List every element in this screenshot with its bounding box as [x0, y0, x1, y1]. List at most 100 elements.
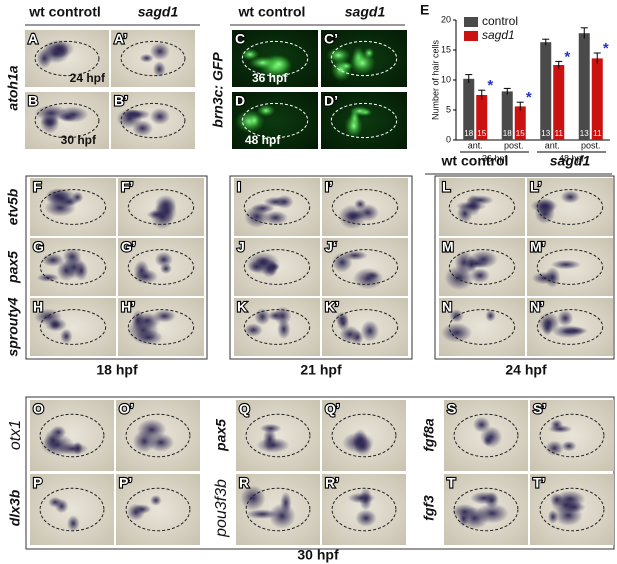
otic-outline — [453, 413, 519, 458]
stain — [339, 325, 361, 344]
stain — [267, 310, 284, 321]
panel-letter: I — [237, 179, 241, 195]
bar — [591, 58, 603, 140]
significance: * — [526, 89, 532, 106]
otic-outline — [120, 102, 186, 139]
panel-letter: N’ — [530, 299, 544, 315]
otic-outline — [39, 249, 107, 285]
stain — [48, 496, 63, 508]
time-label: 48 hpf — [245, 133, 281, 147]
row-label: fgf8a — [421, 418, 437, 452]
time-label: 30 hpf — [61, 133, 97, 147]
otic-outline — [330, 102, 398, 139]
stain — [243, 323, 263, 337]
row-label: pax5 — [213, 419, 229, 452]
micrograph — [321, 92, 407, 149]
legend-swatch — [464, 17, 478, 27]
stain — [49, 319, 61, 330]
row-label: otx1 — [7, 420, 24, 450]
panel-letter: G’ — [121, 239, 136, 255]
panel-letter: R — [239, 475, 249, 491]
otic-outline — [330, 40, 398, 77]
stain — [133, 268, 158, 285]
legend-label: sagd1 — [482, 28, 515, 42]
panel-letter: C’ — [324, 31, 338, 47]
panel-letter: B’ — [114, 93, 128, 109]
stain — [470, 491, 498, 505]
time-label: 18 hpf — [96, 362, 138, 378]
n-label: 18 — [503, 129, 512, 138]
panel-letter: M’ — [530, 239, 546, 255]
y-tick-label: 5 — [446, 104, 451, 114]
group-label: 36 hpf — [482, 153, 508, 163]
time-label: 21 hpf — [300, 362, 342, 378]
stain — [139, 53, 154, 63]
gfp-signal — [248, 113, 260, 127]
panel-letter: Q — [239, 401, 250, 417]
stain — [41, 253, 65, 267]
otic-outline — [331, 249, 399, 285]
panel-frame — [25, 396, 615, 550]
x-tick-label: ant. — [468, 140, 483, 150]
gfp-signal — [344, 113, 363, 139]
panel-letter: O — [33, 401, 44, 417]
stain — [557, 309, 574, 327]
micrograph — [30, 400, 114, 471]
stain — [449, 309, 464, 323]
row-label: brn3c: GFP — [210, 52, 226, 128]
row-label: fgf3 — [421, 495, 437, 521]
panel-frame — [25, 175, 208, 360]
panel-letter: T — [447, 475, 456, 491]
y-tick-label: 10 — [441, 74, 451, 84]
otic-outline — [39, 487, 105, 532]
n-label: 15 — [516, 129, 525, 138]
panel-letter: A — [28, 31, 38, 47]
bar — [501, 91, 513, 140]
row-label: etv5b — [5, 188, 21, 225]
stain — [548, 424, 573, 434]
panel-letter: F’ — [121, 179, 133, 195]
column-header: sagd1 — [138, 4, 179, 20]
stain — [62, 248, 82, 265]
stain — [545, 440, 564, 456]
stain — [347, 492, 376, 504]
panel-letter: E — [420, 2, 429, 18]
stain — [262, 427, 277, 452]
stain — [147, 433, 175, 452]
bar — [463, 78, 475, 140]
panel-letter: I’ — [325, 179, 333, 195]
stain — [537, 312, 560, 334]
legend-label: control — [482, 14, 518, 28]
otic-outline — [331, 309, 399, 345]
stain — [254, 308, 271, 326]
stain — [154, 251, 173, 268]
stain — [246, 509, 279, 520]
x-tick-label: ant. — [545, 140, 560, 150]
legend-swatch — [464, 31, 478, 41]
otic-outline — [241, 102, 309, 139]
otic-outline — [241, 40, 309, 77]
stain — [149, 108, 171, 125]
panel-letter: H’ — [121, 299, 135, 315]
bar — [553, 65, 565, 140]
gfp-signal — [256, 104, 276, 117]
stain — [149, 42, 170, 61]
panel-letter: O’ — [119, 401, 134, 417]
stain — [352, 267, 384, 290]
significance: * — [564, 48, 570, 65]
panel-letter: C — [235, 31, 245, 47]
row-label: dlx3b — [7, 489, 23, 526]
panel-letter: D — [235, 93, 245, 109]
stain — [465, 255, 478, 273]
stain — [342, 432, 375, 454]
panel-frame — [434, 175, 615, 360]
bar — [540, 42, 552, 141]
panel-letter: F — [33, 179, 42, 195]
otic-outline — [125, 487, 191, 532]
stain — [344, 210, 365, 221]
otic-outline — [39, 189, 107, 225]
significance: * — [487, 77, 493, 94]
stain — [40, 433, 75, 456]
stain — [485, 309, 496, 322]
column-header: sagd1 — [550, 153, 591, 169]
